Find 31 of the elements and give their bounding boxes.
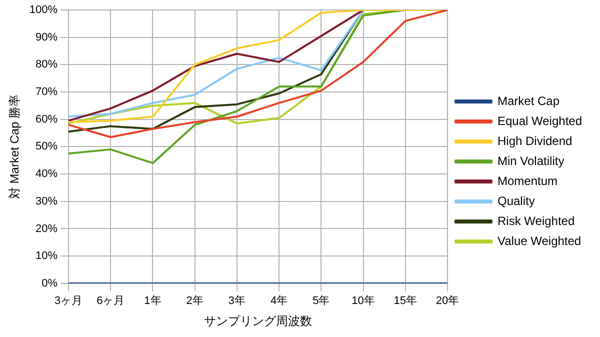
legend-label: Equal Weighted (497, 114, 582, 128)
y-tick-label: 20% (36, 222, 58, 235)
legend-label: Risk Weighted (497, 214, 575, 228)
y-tick-label: 50% (36, 140, 58, 153)
x-tick-label: 3年 (228, 295, 246, 308)
x-tick-label: 5年 (312, 295, 330, 308)
y-tick-label: 60% (36, 113, 58, 126)
x-tick-label: 4年 (270, 295, 288, 308)
y-tick-label: 10% (36, 250, 58, 262)
x-tick-label: 1年 (144, 295, 162, 308)
x-tick-label: 15年 (394, 295, 418, 308)
y-tick-label: 80% (36, 58, 58, 71)
legend-label: Min Volatility (497, 154, 564, 168)
legend-label: Value Weighted (497, 234, 582, 248)
legend-label: Quality (497, 194, 535, 208)
y-tick-label: 40% (36, 168, 58, 180)
y-tick-label: 30% (36, 195, 58, 208)
legend-label: Market Cap (497, 94, 560, 108)
x-tick-label: 3ヶ月 (54, 295, 83, 308)
y-axis-title: 対 Market Cap 勝率 (8, 94, 22, 200)
x-axis-title: サンプリング周波数 (204, 314, 312, 328)
x-tick-label: 6ヶ月 (96, 295, 125, 308)
legend-label: Momentum (497, 174, 558, 188)
y-tick-label: 100% (29, 4, 58, 16)
y-tick-label: 0% (42, 277, 58, 290)
legend-label: High Dividend (497, 134, 572, 148)
x-tick-label: 2年 (186, 295, 204, 308)
x-tick-label: 10年 (352, 295, 375, 308)
y-tick-label: 90% (36, 31, 58, 44)
x-tick-label: 20年 (436, 295, 460, 308)
y-tick-label: 70% (36, 86, 58, 98)
